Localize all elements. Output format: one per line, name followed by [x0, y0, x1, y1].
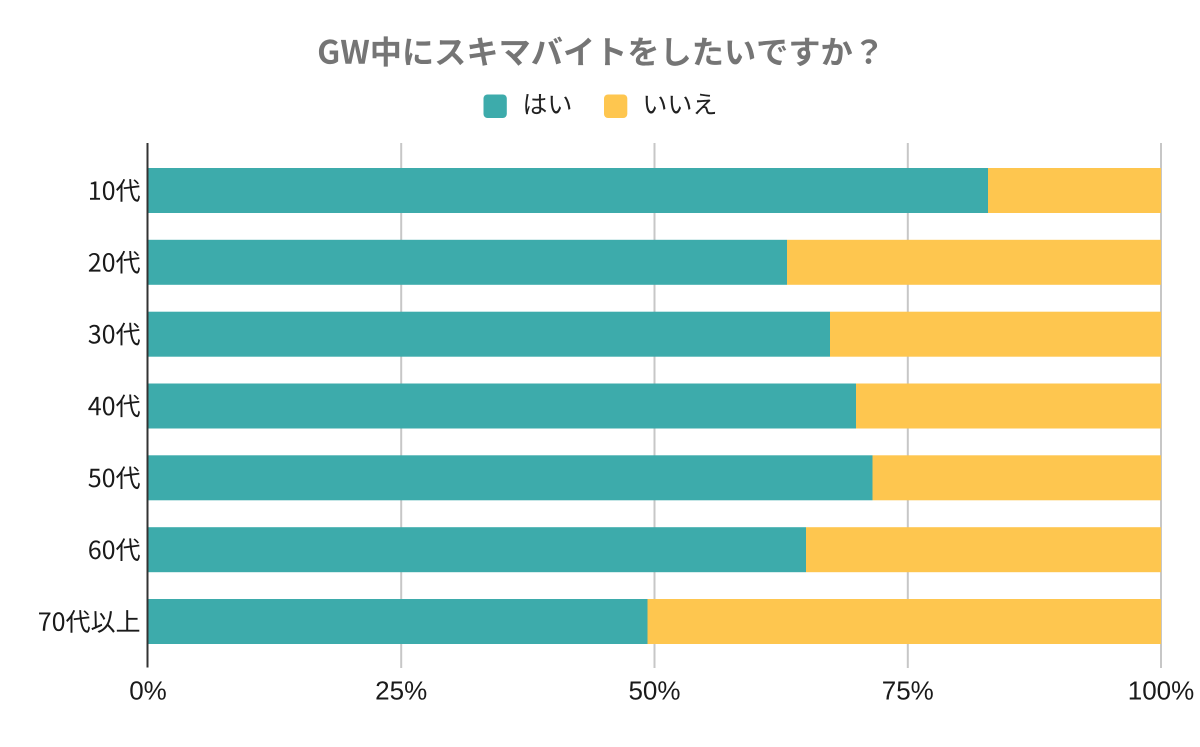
svg-text:50%: 50% [628, 675, 680, 705]
svg-text:100%: 100% [1128, 675, 1195, 705]
svg-text:0%: 0% [129, 675, 167, 705]
svg-text:25%: 25% [375, 675, 427, 705]
svg-text:75%: 75% [882, 675, 934, 705]
